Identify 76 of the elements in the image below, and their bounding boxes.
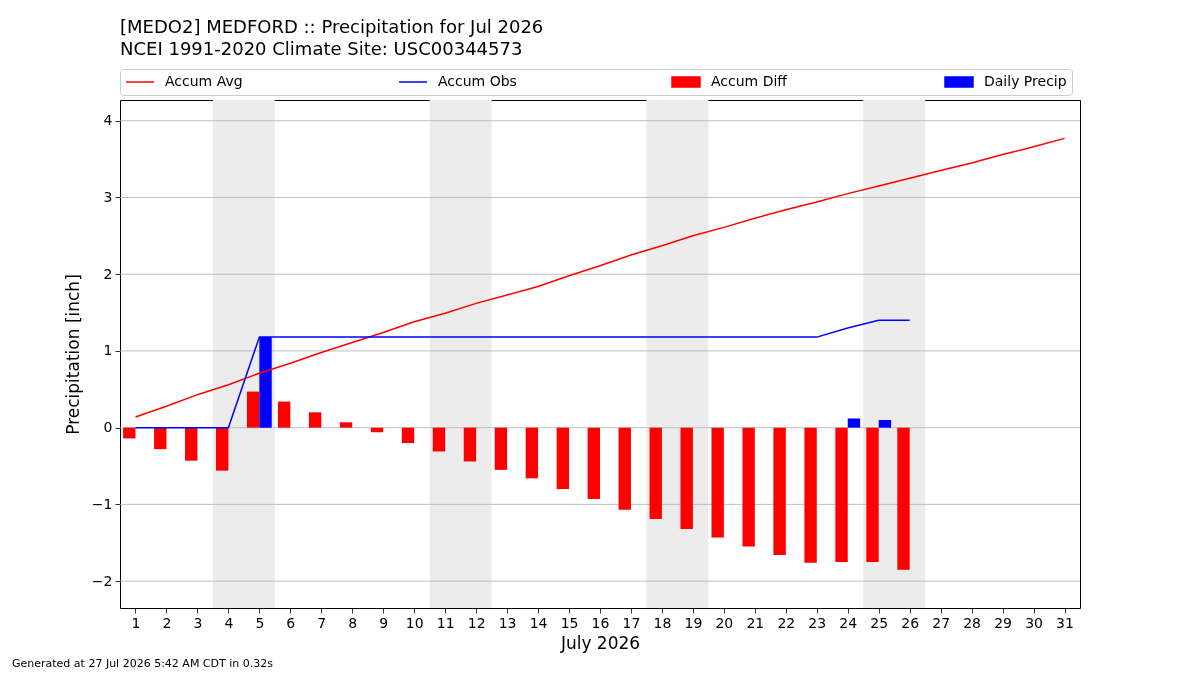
x-tick-label: 13 (498, 614, 517, 631)
bar (866, 427, 879, 562)
legend-label: Accum Diff (711, 73, 788, 89)
x-tick-label: 26 (901, 614, 920, 631)
bar (463, 427, 477, 462)
x-tick-label: 21 (746, 614, 765, 631)
x-tick-label: 6 (286, 614, 296, 631)
x-tick-label: 20 (715, 614, 734, 631)
x-tick-label: 17 (622, 614, 641, 631)
chart-subtitle: NCEI 1991-2020 Climate Site: USC00344573 (120, 37, 523, 59)
x-tick-label: 2 (162, 614, 172, 631)
bar (432, 427, 446, 452)
bar (525, 427, 539, 479)
y-tick-label: 1 (103, 342, 113, 359)
y-tick-label: −2 (91, 572, 113, 589)
bar (835, 427, 848, 562)
bar (847, 418, 861, 428)
x-tick-label: 15 (560, 614, 579, 631)
bar (773, 427, 786, 556)
bar (804, 427, 817, 563)
bar (878, 419, 892, 428)
x-tick-label: 9 (379, 614, 389, 631)
bar (587, 427, 600, 500)
bar (277, 401, 291, 428)
y-tick-label: 2 (103, 265, 113, 282)
text: Generated at 27 Jul 2026 5:42 AM CDT in 0.32s (12, 657, 273, 670)
bar (216, 427, 229, 471)
x-tick-label: 1 (131, 614, 141, 631)
x-axis-title: July 2026 (559, 632, 641, 653)
bar (494, 427, 508, 470)
bar (154, 427, 167, 450)
x-tick-label: 27 (932, 614, 951, 631)
x-tick-label: 3 (193, 614, 203, 631)
legend-label: Accum Avg (165, 73, 243, 89)
x-tick-label: 8 (348, 614, 358, 631)
x-tick-label: 7 (317, 614, 327, 631)
x-tick-label: 12 (467, 614, 486, 631)
bar (649, 427, 662, 519)
x-tick-label: 4 (224, 614, 234, 631)
y-tick-label: 3 (103, 188, 113, 205)
bar (123, 427, 136, 439)
bar (897, 427, 910, 570)
x-tick-label: 10 (405, 614, 424, 631)
bar (742, 427, 755, 547)
x-tick-label: 19 (684, 614, 703, 631)
y-axis-title: Precipitation [inch] (62, 274, 83, 435)
legend-label: Daily Precip (984, 73, 1067, 89)
x-tick-label: 23 (808, 614, 827, 631)
bar (246, 391, 260, 428)
legend-label: Accum Obs (438, 73, 517, 89)
bar (711, 427, 724, 538)
bar (618, 427, 631, 510)
x-tick-label: 22 (777, 614, 796, 631)
bar (401, 427, 415, 444)
x-tick-label: 28 (963, 614, 982, 631)
chart-title: [MEDO2] MEDFORD :: Precipitation for Jul 2026 (120, 15, 544, 37)
line-series (134, 319, 911, 429)
x-tick-label: 11 (436, 614, 455, 631)
y-tick-label: 4 (103, 112, 113, 129)
x-tick-label: 14 (529, 614, 548, 631)
x-tick-label: 5 (255, 614, 265, 631)
x-tick-label: 29 (994, 614, 1012, 631)
x-tick-label: 30 (1025, 614, 1043, 631)
bar (556, 427, 570, 490)
x-tick-label: 25 (870, 614, 889, 631)
y-tick-label: −1 (91, 495, 113, 512)
bar (308, 412, 322, 428)
bar (339, 422, 353, 428)
x-tick-label: 18 (653, 614, 672, 631)
bar (185, 427, 198, 461)
x-tick-label: 31 (1056, 614, 1074, 631)
x-tick-label: 16 (591, 614, 610, 631)
y-tick-label: 0 (103, 419, 113, 436)
bar (680, 427, 693, 529)
x-tick-label: 24 (839, 614, 858, 631)
line-series (134, 137, 1066, 418)
